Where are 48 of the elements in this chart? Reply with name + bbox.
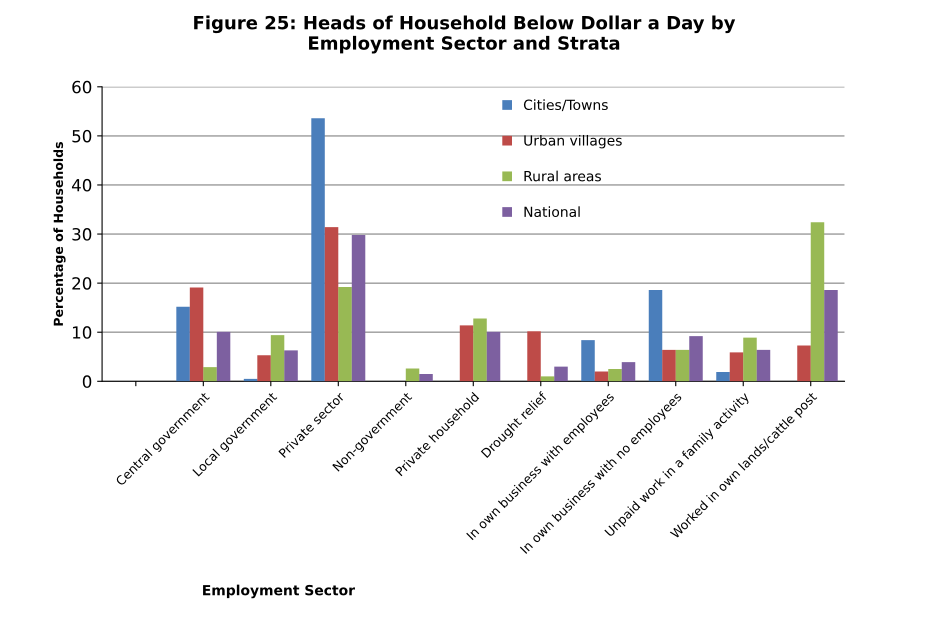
- bar: [352, 235, 366, 382]
- bar: [756, 350, 770, 382]
- bar: [730, 352, 744, 382]
- bar: [284, 350, 298, 382]
- bar: [257, 355, 271, 382]
- y-tick-label: 0: [82, 375, 92, 388]
- bar: [406, 368, 420, 382]
- y-tick-label: 10: [72, 326, 92, 339]
- bar: [594, 371, 608, 382]
- bar: [486, 332, 500, 382]
- bar: [662, 350, 676, 382]
- legend-label: National: [524, 206, 580, 218]
- bar: [203, 367, 217, 382]
- bar: [190, 288, 204, 382]
- chart-title: Figure 25: Heads of Household Below Dollar a Day by Employment Sector and Strata: [194, 16, 736, 54]
- y-tick-label: 20: [72, 277, 92, 290]
- bar: [689, 336, 703, 382]
- bar: [338, 287, 352, 382]
- bar: [419, 374, 433, 382]
- bar: [473, 318, 487, 382]
- bar: [527, 331, 541, 382]
- y-tick-label: 40: [72, 178, 92, 192]
- bar: [216, 332, 230, 382]
- y-tick-label: 50: [72, 130, 92, 142]
- bar: [797, 345, 811, 382]
- bar: [176, 306, 190, 382]
- bar: [311, 118, 325, 382]
- y-axis-title: Percentage of Households: [53, 142, 66, 326]
- legend-label: Urban villages: [524, 134, 622, 148]
- y-tick-label: 60: [72, 80, 92, 94]
- bar: [824, 290, 838, 382]
- bar: [270, 335, 284, 382]
- bar: [716, 372, 730, 382]
- bar: [810, 222, 824, 382]
- bar: [648, 290, 662, 382]
- bar: [608, 369, 622, 382]
- bar: [324, 227, 338, 382]
- bar: [460, 325, 474, 382]
- bar: [554, 366, 568, 382]
- legend-label: Rural areas: [524, 170, 601, 182]
- bar: [676, 350, 690, 382]
- x-axis-title: Employment Sector: [203, 584, 355, 598]
- bar: [540, 376, 554, 382]
- legend-label: Cities/Towns: [524, 99, 608, 112]
- bar: [622, 362, 636, 382]
- bar: [581, 340, 595, 382]
- y-tick-label: 30: [72, 228, 92, 241]
- bar: [743, 338, 757, 382]
